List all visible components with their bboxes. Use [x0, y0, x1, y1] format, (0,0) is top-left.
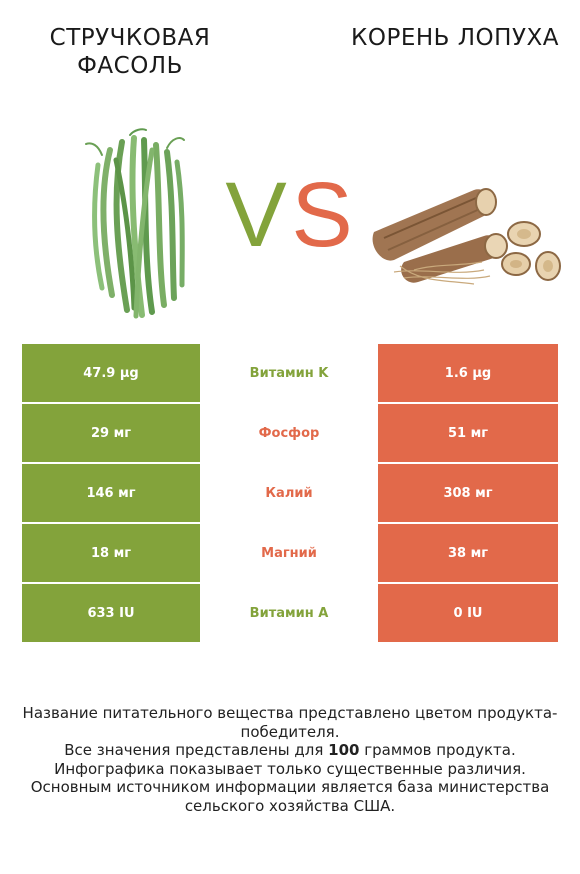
footnotes: Название питательного вещества представл…: [20, 704, 560, 815]
right-value: 51 мг: [378, 404, 558, 462]
burdock-root-image: [372, 188, 561, 285]
nutrient-label: Фосфор: [200, 404, 378, 462]
left-value: 633 IU: [22, 584, 200, 642]
table-row: 47.9 µg Витамин K 1.6 µg: [22, 344, 558, 402]
green-beans-image: [85, 128, 185, 319]
footnote-differences: Инфографика показывает только существенн…: [54, 759, 526, 778]
footnote-serving-suffix: граммов продукта.: [359, 741, 516, 759]
footnote-serving-prefix: Все значения представлены для: [64, 741, 329, 759]
footnote-serving-amount: 100: [328, 741, 360, 759]
left-value: 29 мг: [22, 404, 200, 462]
nutrient-label: Витамин A: [200, 584, 378, 642]
left-value: 146 мг: [22, 464, 200, 522]
footnote-winner-color: Название питательного вещества представл…: [22, 704, 558, 741]
nutrient-label: Магний: [200, 524, 378, 582]
vs-mark: V S: [225, 166, 352, 256]
footnote-serving: Все значения представлены для 100 граммо…: [20, 741, 560, 760]
footnote-source: Основным источником информации является …: [30, 778, 550, 815]
right-value: 1.6 µg: [378, 344, 558, 402]
right-value: 308 мг: [378, 464, 558, 522]
table-row: 29 мг Фосфор 51 мг: [22, 404, 558, 462]
table-row: 18 мг Магний 38 мг: [22, 524, 558, 582]
vs-letter-v: V: [225, 166, 286, 256]
nutrient-label: Калий: [200, 464, 378, 522]
right-food-title: Корень лопуха: [351, 25, 559, 51]
right-value: 38 мг: [378, 524, 558, 582]
right-value: 0 IU: [378, 584, 558, 642]
nutrient-label: Витамин K: [200, 344, 378, 402]
left-food-title: Стручковая фасоль: [49, 25, 211, 79]
table-row: 633 IU Витамин A 0 IU: [22, 584, 558, 642]
vs-letter-s: S: [291, 166, 352, 256]
left-value: 47.9 µg: [22, 344, 200, 402]
table-row: 146 мг Калий 308 мг: [22, 464, 558, 522]
left-value: 18 мг: [22, 524, 200, 582]
